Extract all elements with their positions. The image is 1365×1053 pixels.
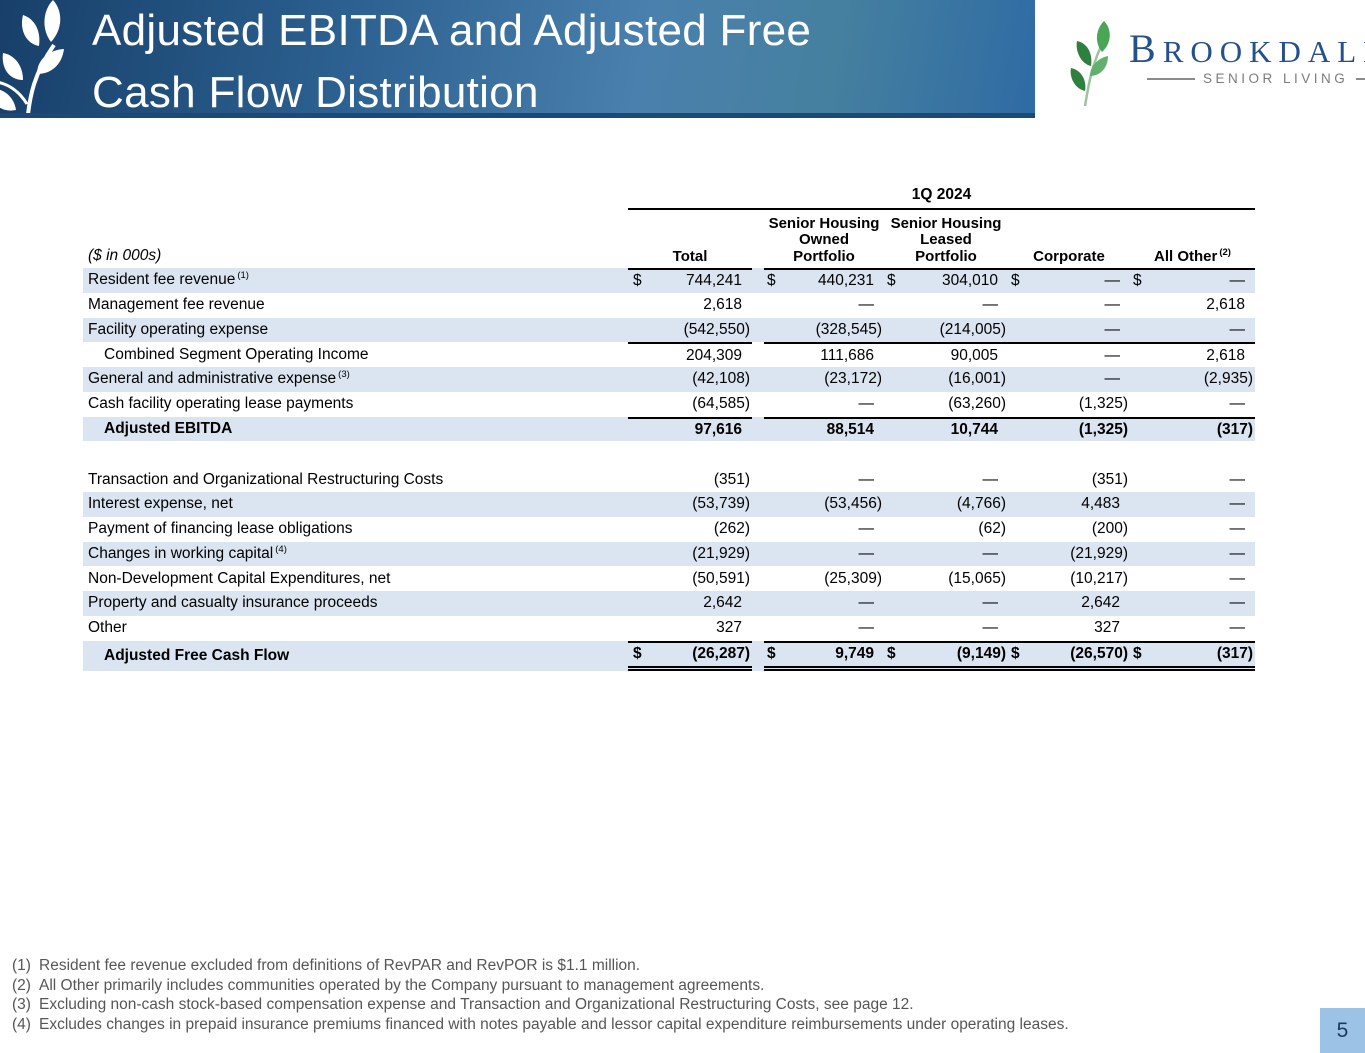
logo-text: Brookdale SENIOR LIVING bbox=[1129, 20, 1365, 86]
currency-symbol: $ bbox=[633, 272, 642, 290]
footnote-text: All Other primarily includes communities… bbox=[39, 976, 765, 994]
footnotes: (1) Resident fee revenue excluded from d… bbox=[12, 956, 1069, 1034]
table-row-adjusted-ebitda: Adjusted EBITDA 97,616 88,514 10,744 (1,… bbox=[83, 416, 1255, 442]
table-row: Payment of financing lease obligations (… bbox=[88, 520, 1245, 538]
footnote-marker: (3) bbox=[12, 996, 31, 1014]
currency-symbol: $ bbox=[1011, 645, 1020, 662]
header-band: Adjusted EBITDA and Adjusted Free Cash F… bbox=[0, 0, 1035, 118]
financial-table: 1Q 2024 ($ in 000s) Total Senior Housing… bbox=[83, 186, 1255, 671]
footnote-text: Excludes changes in prepaid insurance pr… bbox=[39, 1015, 1069, 1033]
title-line-2: Cash Flow Distribution bbox=[92, 68, 539, 117]
page-title: Adjusted EBITDA and Adjusted Free Cash F… bbox=[92, 0, 812, 117]
column-header-owned-portfolio: Senior Housing Owned Portfolio bbox=[768, 214, 880, 265]
table-row: General and administrative expense (3) (4… bbox=[83, 367, 1255, 392]
currency-symbol: $ bbox=[767, 645, 776, 662]
table-row: Non-Development Capital Expenditures, ne… bbox=[88, 569, 1245, 587]
table-row: Transaction and Organizational Restructu… bbox=[88, 470, 1245, 488]
page-number-badge: 5 bbox=[1320, 1008, 1365, 1053]
tagline-rule-right bbox=[1356, 77, 1365, 80]
currency-symbol: $ bbox=[1133, 645, 1142, 662]
currency-symbol: $ bbox=[1133, 272, 1142, 290]
currency-symbol: $ bbox=[887, 645, 896, 662]
footnote-marker: (1) bbox=[12, 957, 31, 974]
tagline-text: SENIOR LIVING bbox=[1203, 71, 1349, 86]
leaf-sprig-icon bbox=[0, 0, 64, 113]
table-row: Property and casualty insurance proceeds… bbox=[83, 591, 1255, 616]
table-row: Changes in working capital (4) (21,929) —… bbox=[83, 541, 1255, 567]
column-header-all-other: All Other (2) bbox=[1154, 246, 1231, 265]
table-row-adjusted-free-cash-flow: Adjusted Free Cash Flow $ (26,287) $9,749… bbox=[83, 640, 1255, 671]
column-header-corporate: Corporate bbox=[1033, 247, 1105, 265]
table-row: Other 327 — — 327 — bbox=[88, 619, 1245, 637]
table-row: Interest expense, net (53,739) (53,456) … bbox=[83, 492, 1255, 517]
tagline-rule-left bbox=[1147, 77, 1195, 80]
column-header-row: ($ in 000s) Total Senior Housing Owned Por… bbox=[83, 210, 1255, 268]
footnote-text: Excluding non-cash stock-based compensat… bbox=[39, 996, 914, 1014]
table-row: Combined Segment Operating Income 204,30… bbox=[83, 342, 1255, 367]
brookdale-leaves-icon bbox=[1070, 21, 1110, 106]
footnote-text: Resident fee revenue excluded from defin… bbox=[39, 957, 641, 974]
brand-name: Brookdale bbox=[1129, 26, 1365, 71]
currency-symbol: $ bbox=[767, 272, 776, 290]
table-row: Facility operating expense (542,550) (32… bbox=[83, 317, 1255, 343]
footnote: (4) Excludes changes in prepaid insuranc… bbox=[12, 1015, 1069, 1035]
column-header-leased-portfolio: Senior Housing Leased Portfolio bbox=[890, 214, 1002, 265]
currency-symbol: $ bbox=[887, 272, 896, 290]
brand-tagline: SENIOR LIVING bbox=[1129, 71, 1365, 86]
title-line-1: Adjusted EBITDA and Adjusted Free bbox=[92, 6, 812, 55]
table-row: Resident fee revenue (1) $744,241 $440,23… bbox=[83, 268, 1255, 293]
currency-symbol: $ bbox=[1011, 272, 1020, 290]
units-label: ($ in 000s) bbox=[88, 247, 162, 264]
section-gap bbox=[83, 441, 1255, 467]
period-label: 1Q 2024 bbox=[628, 186, 1255, 210]
footnote: (3) Excluding non-cash stock-based compe… bbox=[12, 995, 1069, 1015]
table-row: Cash facility operating lease payments (… bbox=[88, 395, 1245, 413]
footnote: (2) All Other primarily includes communi… bbox=[12, 976, 1069, 996]
footnote-marker: (2) bbox=[12, 976, 31, 994]
footnote-marker: (4) bbox=[12, 1015, 31, 1033]
table-row: Management fee revenue 2,618 — — — 2,618 bbox=[88, 296, 1245, 314]
brookdale-logo: Brookdale SENIOR LIVING bbox=[1063, 20, 1365, 106]
currency-symbol: $ bbox=[633, 645, 642, 662]
footnote: (1) Resident fee revenue excluded from d… bbox=[12, 956, 1069, 976]
column-header-total: Total bbox=[672, 247, 708, 265]
